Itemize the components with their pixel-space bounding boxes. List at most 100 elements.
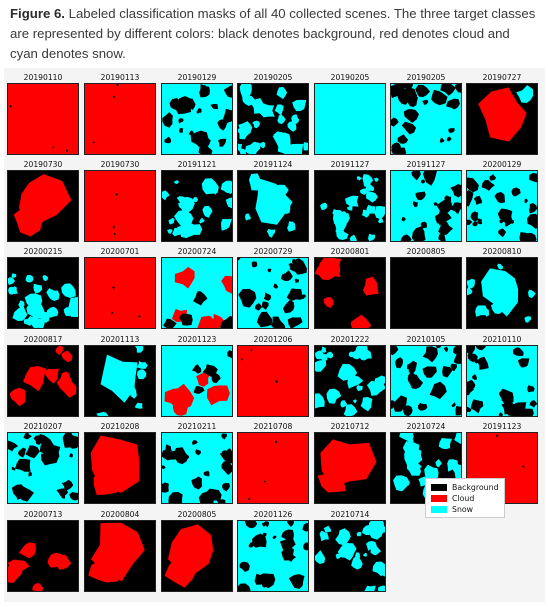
classification-mask xyxy=(390,257,462,329)
classification-mask xyxy=(7,257,79,329)
mask-tile: 20210211 xyxy=(161,421,233,504)
mask-date-label: 20210712 xyxy=(330,422,370,431)
mask-tile: 20191127 xyxy=(390,159,462,242)
classification-mask xyxy=(466,170,538,242)
mask-date-label: 20190727 xyxy=(482,73,522,82)
classification-mask xyxy=(237,257,309,329)
mask-tile: 20201123 xyxy=(161,334,233,417)
classification-mask xyxy=(84,432,156,504)
mask-date-label: 20191127 xyxy=(406,160,446,169)
classification-mask xyxy=(84,83,156,155)
mask-date-label: 20200729 xyxy=(253,247,293,256)
classification-mask xyxy=(7,520,79,592)
classification-mask xyxy=(466,257,538,329)
mask-date-label: 20210714 xyxy=(330,510,370,519)
mask-tile: 20200713 xyxy=(7,509,79,592)
mask-date-label: 20200810 xyxy=(482,247,522,256)
mask-date-label: 20210105 xyxy=(406,335,446,344)
classification-mask xyxy=(237,170,309,242)
legend-swatch-background xyxy=(431,484,447,491)
legend: Background Cloud Snow xyxy=(425,478,505,518)
mask-tile: 20210714 xyxy=(314,509,386,592)
mask-tile: 20200817 xyxy=(7,334,79,417)
mask-date-label: 20190205 xyxy=(330,73,370,82)
mask-tile: 20201113 xyxy=(84,334,156,417)
mask-date-label: 20210207 xyxy=(23,422,63,431)
mask-tile: 20210712 xyxy=(314,421,386,504)
mask-tile: 20200724 xyxy=(161,246,233,329)
mask-date-label: 20190113 xyxy=(100,73,140,82)
legend-item-cloud: Cloud xyxy=(431,493,499,504)
mask-tile: 20200729 xyxy=(237,246,309,329)
mask-figure-panel: 20190110 20190113 20190129 20190205 20190205… xyxy=(4,68,545,602)
mask-date-label: 20200805 xyxy=(177,510,217,519)
mask-tile: 20191121 xyxy=(161,159,233,242)
mask-date-label: 20210211 xyxy=(177,422,217,431)
mask-date-label: 20210208 xyxy=(100,422,140,431)
classification-mask xyxy=(84,170,156,242)
classification-mask xyxy=(237,520,309,592)
mask-date-label: 20191121 xyxy=(177,160,217,169)
mask-date-label: 20191124 xyxy=(253,160,293,169)
mask-tile: 20190205 xyxy=(237,72,309,155)
mask-tile: 20200701 xyxy=(84,246,156,329)
legend-label-background: Background xyxy=(452,483,499,492)
classification-mask xyxy=(161,83,233,155)
classification-mask xyxy=(161,345,233,417)
caption-text: Labeled classification masks of all 40 c… xyxy=(10,6,536,61)
classification-mask xyxy=(161,257,233,329)
figure-label: Figure 6. xyxy=(10,6,65,21)
classification-mask xyxy=(161,432,233,504)
mask-date-label: 20200215 xyxy=(23,247,63,256)
classification-mask xyxy=(390,345,462,417)
mask-date-label: 20201126 xyxy=(253,510,293,519)
mask-date-label: 20201206 xyxy=(253,335,293,344)
legend-label-snow: Snow xyxy=(452,505,474,514)
mask-date-label: 20201222 xyxy=(330,335,370,344)
mask-tile: 20190730 xyxy=(84,159,156,242)
classification-mask xyxy=(314,345,386,417)
legend-item-background: Background xyxy=(431,482,499,493)
mask-tile: 20200805 xyxy=(161,509,233,592)
mask-date-label: 20190730 xyxy=(23,160,63,169)
classification-mask xyxy=(161,170,233,242)
classification-mask xyxy=(161,520,233,592)
classification-mask xyxy=(7,83,79,155)
mask-tile: 20200129 xyxy=(466,159,538,242)
mask-tile: 20200801 xyxy=(314,246,386,329)
classification-mask xyxy=(314,83,386,155)
mask-date-label: 20210110 xyxy=(482,335,522,344)
classification-mask xyxy=(237,83,309,155)
classification-mask xyxy=(84,345,156,417)
mask-tile: 20190730 xyxy=(7,159,79,242)
mask-tile: 20210208 xyxy=(84,421,156,504)
mask-date-label: 20191123 xyxy=(482,422,522,431)
mask-tile: 20200810 xyxy=(466,246,538,329)
classification-mask xyxy=(314,257,386,329)
mask-tile: 20190113 xyxy=(84,72,156,155)
mask-tile: 20200805 xyxy=(390,246,462,329)
mask-tile: 20190205 xyxy=(314,72,386,155)
mask-tile: 20191127 xyxy=(314,159,386,242)
mask-date-label: 20190110 xyxy=(23,73,63,82)
mask-date-label: 20201113 xyxy=(100,335,140,344)
mask-date-label: 20200805 xyxy=(406,247,446,256)
mask-tile: 20191124 xyxy=(237,159,309,242)
figure-caption: Figure 6. Labeled classification masks o… xyxy=(10,4,538,64)
mask-date-label: 20190205 xyxy=(253,73,293,82)
classification-mask xyxy=(466,345,538,417)
mask-tile: 20190129 xyxy=(161,72,233,155)
mask-tile: 20190727 xyxy=(466,72,538,155)
mask-date-label: 20200713 xyxy=(23,510,63,519)
classification-mask xyxy=(466,83,538,155)
mask-date-label: 20190730 xyxy=(100,160,140,169)
mask-tile: 20190110 xyxy=(7,72,79,155)
mask-tile: 20200215 xyxy=(7,246,79,329)
mask-tile: 20210207 xyxy=(7,421,79,504)
classification-mask xyxy=(7,432,79,504)
classification-mask xyxy=(7,170,79,242)
classification-mask xyxy=(314,432,386,504)
mask-date-label: 20191127 xyxy=(330,160,370,169)
classification-mask xyxy=(390,170,462,242)
mask-date-label: 20200129 xyxy=(482,160,522,169)
